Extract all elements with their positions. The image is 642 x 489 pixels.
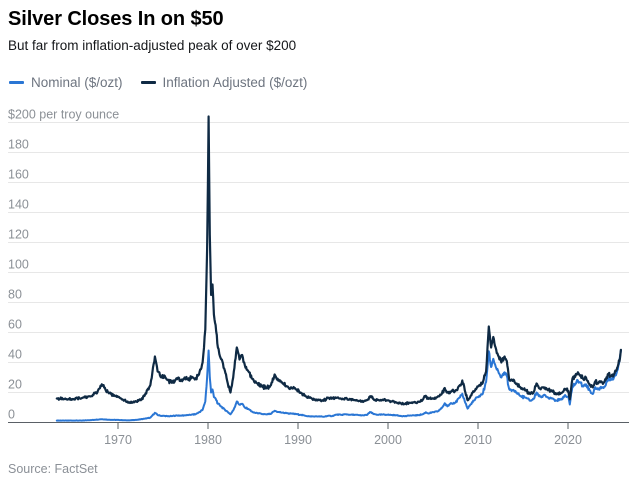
- legend: Nominal ($/ozt) Inflation Adjusted ($/oz…: [9, 75, 307, 90]
- legend-label-inflation-adjusted: Inflation Adjusted ($/ozt): [162, 75, 308, 90]
- y-tick-label: 40: [8, 348, 22, 362]
- chart-subtitle: But far from inflation-adjusted peak of …: [8, 38, 297, 53]
- x-tick-label: 2010: [464, 433, 492, 447]
- y-tick-label: $200 per troy ounce: [8, 108, 119, 122]
- y-tick-label: 140: [8, 198, 29, 212]
- legend-item-inflation-adjusted: Inflation Adjusted ($/ozt): [140, 75, 308, 90]
- y-tick-label: 160: [8, 168, 29, 182]
- nominal-price-line: [55, 349, 622, 422]
- chart-title: Silver Closes In on $50: [8, 8, 224, 30]
- y-tick-label: 180: [8, 138, 29, 152]
- nominal-line-swatch-icon: [9, 81, 24, 84]
- y-tick-label: 80: [8, 288, 22, 302]
- silver-price-chart: $200 per troy ounce 180 160 140 120 100 80 60 40…: [8, 108, 629, 447]
- x-tick-label: 2020: [554, 433, 582, 447]
- legend-item-nominal: Nominal ($/ozt): [9, 75, 123, 90]
- inflation-adjusted-line-swatch-icon: [140, 81, 156, 84]
- x-tick-label: 1970: [104, 433, 132, 447]
- x-tick-label: 1990: [284, 433, 312, 447]
- y-tick-label: 100: [8, 258, 29, 272]
- inflation-adjusted-price-line: [55, 115, 622, 406]
- source-attribution: Source: FactSet: [8, 462, 98, 476]
- y-tick-label: 60: [8, 318, 22, 332]
- legend-label-nominal: Nominal ($/ozt): [31, 75, 123, 90]
- y-tick-label: 120: [8, 228, 29, 242]
- x-tick-label: 2000: [374, 433, 402, 447]
- y-tick-label: 0: [8, 408, 15, 422]
- x-tick-label: 1980: [194, 433, 222, 447]
- y-tick-label: 20: [8, 378, 22, 392]
